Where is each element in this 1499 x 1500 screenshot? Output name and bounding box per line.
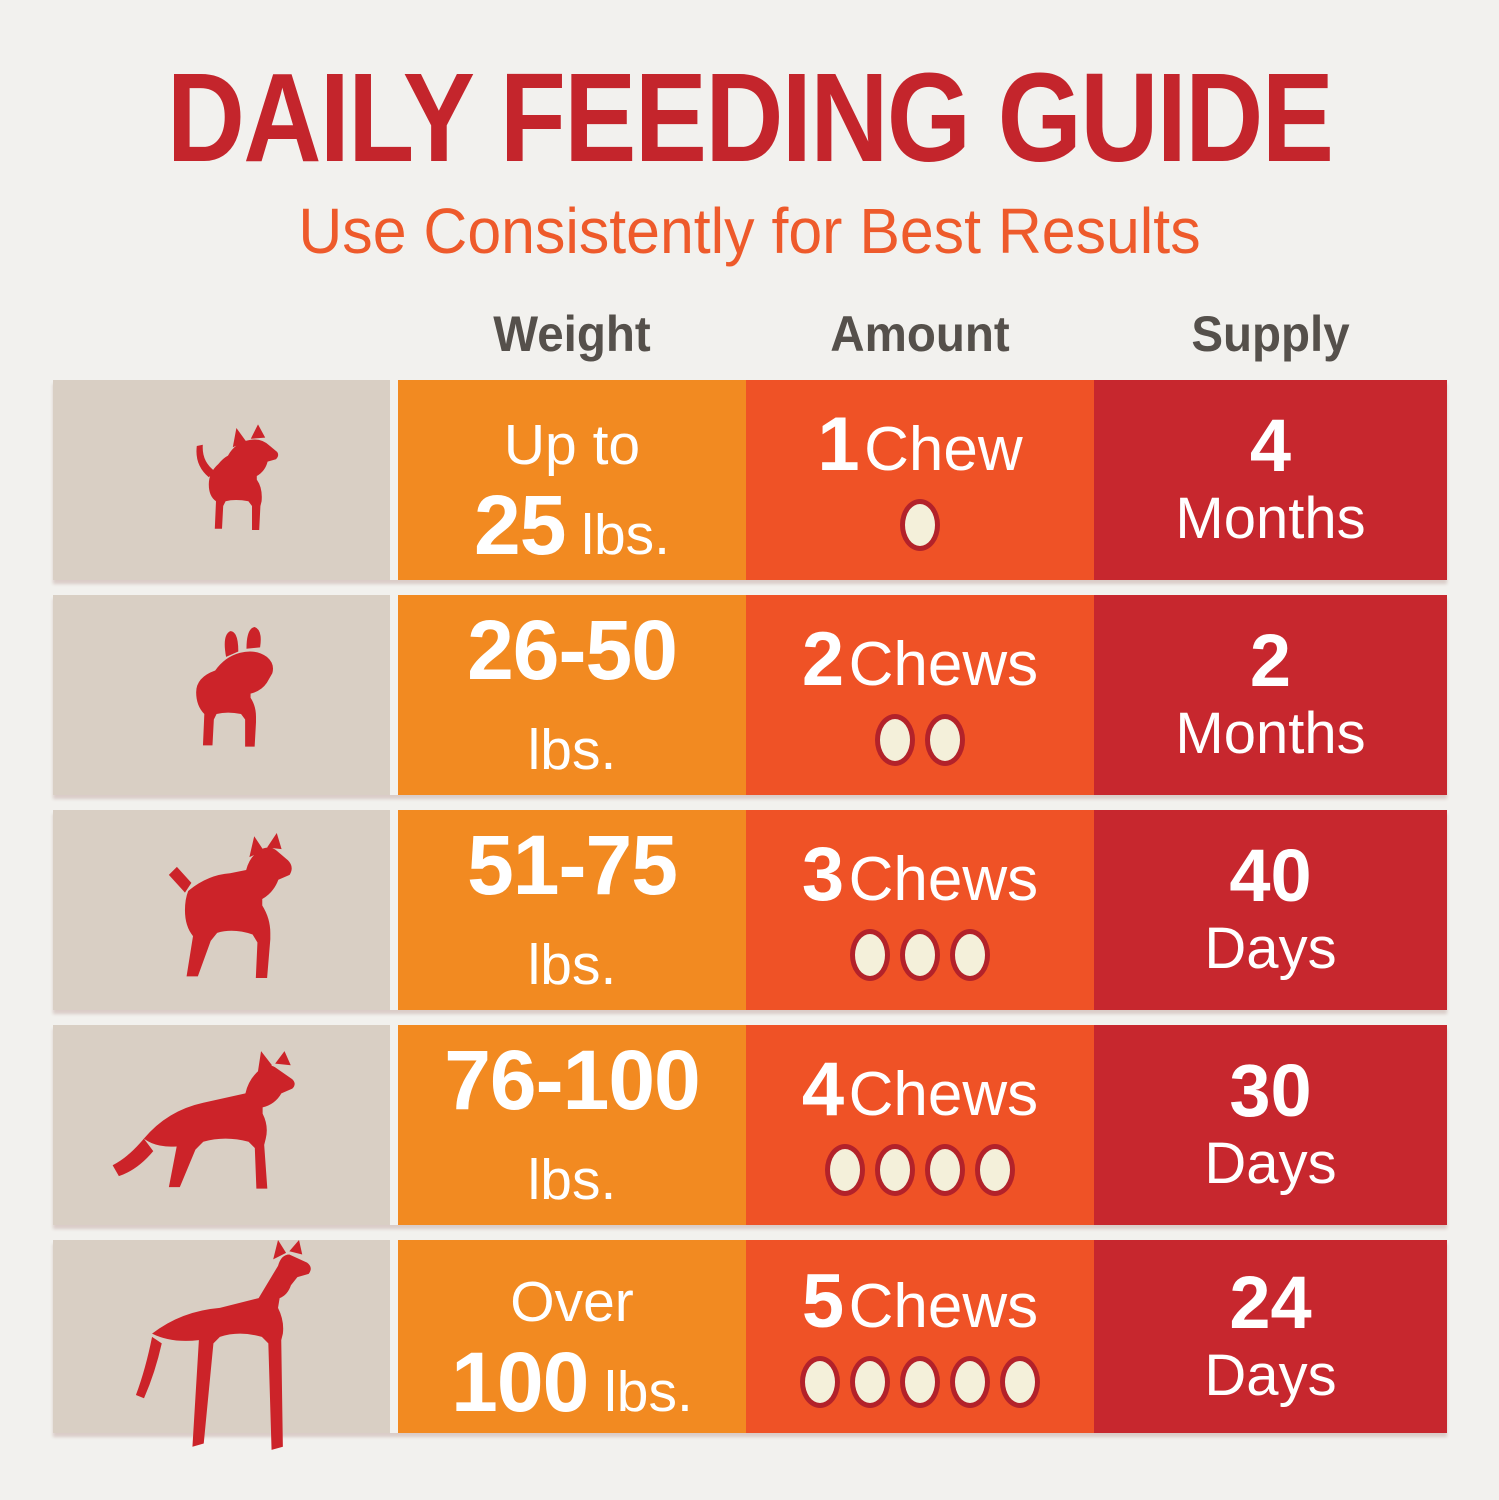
supply-cell: 24 Days [1094, 1240, 1447, 1433]
table-row: Over 100 lbs. 5 Chews 24 Days [53, 1240, 1447, 1450]
chew-dot [875, 714, 915, 766]
weight-text: Over [510, 1269, 634, 1334]
chew-dot [950, 1355, 990, 1408]
table-row: 76-100 lbs. 4 Chews 30 Days [53, 1025, 1447, 1225]
chew-dot [875, 1144, 915, 1196]
chew-dot [825, 1144, 865, 1196]
chew-dot [900, 1355, 940, 1408]
chew-dot [925, 714, 965, 766]
weight-text: lbs. [527, 1148, 617, 1212]
weight-cell: Over 100 lbs. [398, 1240, 746, 1433]
supply-cell: 4 Months [1094, 380, 1447, 580]
weight-text: lbs. [527, 933, 617, 997]
dog-cell [53, 810, 390, 1010]
weight-text: Up to [503, 413, 641, 477]
dog-cell [53, 1025, 390, 1225]
weight-text: 25 lbs. [474, 478, 670, 572]
dog-cell [53, 380, 390, 580]
supply-unit: Days [1204, 1342, 1337, 1408]
weight-cell: 26-50 lbs. [398, 595, 746, 795]
column-header-row: Weight Amount Supply [53, 303, 1447, 365]
supply-value: 24 [1229, 1260, 1312, 1344]
weight-cell: 51-75 lbs. [398, 810, 746, 1010]
chew-dot [850, 1355, 890, 1408]
supply-cell: 30 Days [1094, 1025, 1447, 1225]
supply-value: 40 [1229, 834, 1312, 918]
supply-cell: 40 Days [1094, 810, 1447, 1010]
supply-unit: Months [1175, 701, 1366, 767]
chew-dots [845, 929, 995, 983]
supply-unit: Days [1204, 916, 1337, 982]
amount-text: 5 Chews [801, 1258, 1039, 1344]
amount-cell: 5 Chews [746, 1240, 1094, 1433]
weight-cell: 76-100 lbs. [398, 1025, 746, 1225]
great-dane-dog-icon [135, 1240, 311, 1450]
weight-text: 100 lbs. [451, 1334, 693, 1429]
table-row: 26-50 lbs. 2 Chews 2 Months [53, 595, 1447, 795]
chew-dot [900, 929, 940, 981]
chew-dot [1000, 1355, 1040, 1408]
weight-text: 26-50 [467, 603, 678, 697]
column-header-amount: Amount [830, 306, 1010, 362]
page-title: DAILY FEEDING GUIDE [166, 47, 1334, 188]
column-header-weight: Weight [493, 306, 651, 362]
chew-dot [975, 1144, 1015, 1196]
weight-cell: Up to 25 lbs. [398, 380, 746, 580]
table-row: 51-75 lbs. 3 Chews 40 Days [53, 810, 1447, 1010]
chew-dot [800, 1355, 840, 1408]
supply-value: 2 [1249, 619, 1292, 703]
supply-value: 4 [1249, 404, 1292, 488]
amount-text: 3 Chews [801, 832, 1039, 917]
chew-dots [895, 499, 945, 553]
column-header-supply: Supply [1191, 306, 1350, 362]
german-shepherd-dog-icon [112, 1051, 295, 1189]
chew-dot [925, 1144, 965, 1196]
boxer-dog-icon [168, 833, 292, 978]
amount-text: 4 Chews [801, 1047, 1039, 1132]
feeding-table: Up to 25 lbs. 1 Chew 4 Months 26-50 lbs. [53, 380, 1447, 1450]
supply-unit: Months [1175, 486, 1366, 552]
french-bulldog-dog-icon [195, 627, 273, 747]
chew-dot [950, 929, 990, 981]
amount-text: 2 Chews [801, 617, 1039, 702]
weight-text: 76-100 [444, 1033, 701, 1127]
supply-value: 30 [1229, 1049, 1312, 1133]
chew-dot [850, 929, 890, 981]
amount-cell: 4 Chews [746, 1025, 1094, 1225]
chew-dots [795, 1355, 1045, 1410]
amount-text: 1 Chew [817, 402, 1023, 487]
dog-cell [53, 1240, 390, 1450]
chihuahua-dog-icon [195, 424, 278, 530]
dog-cell [53, 595, 390, 795]
amount-cell: 3 Chews [746, 810, 1094, 1010]
table-row: Up to 25 lbs. 1 Chew 4 Months [53, 380, 1447, 580]
amount-cell: 1 Chew [746, 380, 1094, 580]
supply-cell: 2 Months [1094, 595, 1447, 795]
chew-dot [900, 499, 940, 551]
weight-text: lbs. [527, 718, 617, 782]
weight-text: 51-75 [467, 818, 678, 912]
supply-unit: Days [1204, 1131, 1337, 1197]
page-subtitle: Use Consistently for Best Results [298, 195, 1201, 267]
chew-dots [870, 714, 970, 768]
amount-cell: 2 Chews [746, 595, 1094, 795]
chew-dots [820, 1144, 1020, 1198]
